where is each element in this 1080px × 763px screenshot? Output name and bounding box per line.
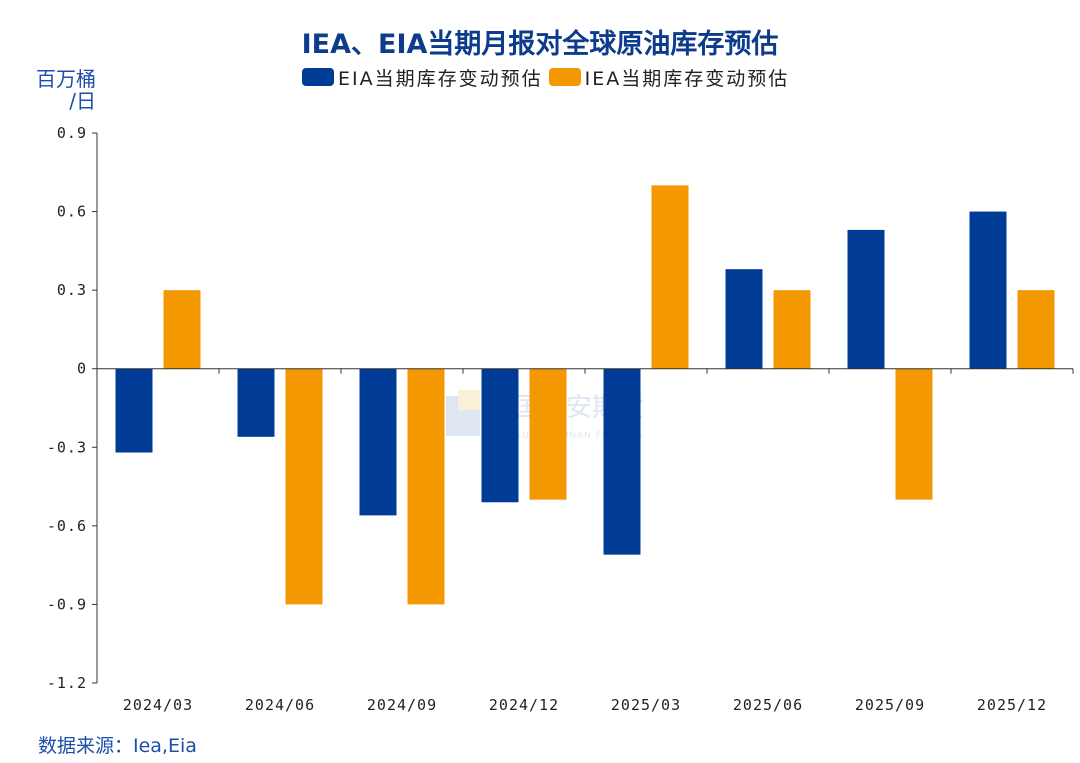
- bar-iea-2024-12: [529, 368, 567, 500]
- x-tick-label: 2024/12: [489, 696, 559, 714]
- bar-iea-2025-03: [651, 185, 689, 369]
- bar-iea-2025-06: [773, 290, 811, 369]
- y-tick-label: 0.6: [57, 203, 87, 221]
- legend-label-eia: EIA当期库存变动预估: [338, 67, 543, 90]
- x-tick-label: 2025/12: [977, 696, 1047, 714]
- source-note: 数据来源：Iea,Eia: [38, 735, 197, 757]
- y-axis-unit: 百万桶 /日: [26, 68, 96, 112]
- x-tick-label: 2024/03: [123, 696, 193, 714]
- bar-iea-2025-09: [895, 368, 933, 500]
- x-axis: 2024/03 2024/06 2024/09 2024/12 2025/03 2025/…: [97, 368, 1074, 714]
- legend-swatch-iea: [548, 68, 581, 86]
- y-tick-label: -0.3: [47, 438, 87, 456]
- bar-iea-2024-09: [407, 368, 445, 605]
- x-tick-label: 2024/09: [367, 696, 437, 714]
- bar-eia-2025-09: [847, 229, 885, 369]
- bars: [115, 185, 1055, 605]
- y-tick-label: 0: [77, 360, 87, 378]
- bar-eia-2025-06: [725, 269, 763, 369]
- y-tick-label: -0.6: [47, 517, 87, 535]
- x-tick-label: 2024/06: [245, 696, 315, 714]
- y-tick-label: -0.9: [47, 595, 87, 613]
- legend-item-iea: IEA当期库存变动预估: [548, 64, 790, 91]
- y-tick-label: -1.2: [47, 674, 87, 692]
- legend-item-eia: EIA当期库存变动预估: [302, 64, 543, 91]
- y-tick-label: 0.9: [57, 124, 87, 142]
- y-axis-unit-line-2: /日: [69, 89, 96, 113]
- x-tick-label: 2025/03: [611, 696, 681, 714]
- bar-eia-2025-12: [969, 211, 1007, 369]
- bar-eia-2024-03: [115, 368, 153, 453]
- bar-eia-2025-03: [603, 368, 641, 555]
- x-tick-label: 2025/09: [855, 696, 925, 714]
- y-tick-label: 0.3: [57, 281, 87, 299]
- bar-eia-2024-06: [237, 368, 275, 437]
- legend-swatch-eia: [302, 68, 334, 86]
- legend-label-iea: IEA当期库存变动预估: [584, 67, 790, 90]
- y-axis-unit-line-1: 百万桶: [36, 67, 96, 91]
- bar-iea-2025-12: [1017, 290, 1055, 369]
- y-axis: 0.9 0.6 0.3 0 -0.3 -0.6 -0.9 -1.2: [47, 124, 98, 692]
- bar-iea-2024-03: [163, 290, 201, 369]
- chart-title: IEA、EIA当期月报对全球原油库存预估: [301, 29, 779, 60]
- bar-eia-2024-09: [359, 368, 397, 516]
- legend: EIA当期库存变动预估 IEA当期库存变动预估: [302, 64, 795, 90]
- x-tick-label: 2025/06: [733, 696, 803, 714]
- bar-eia-2024-12: [481, 368, 519, 503]
- bar-iea-2024-06: [285, 368, 323, 605]
